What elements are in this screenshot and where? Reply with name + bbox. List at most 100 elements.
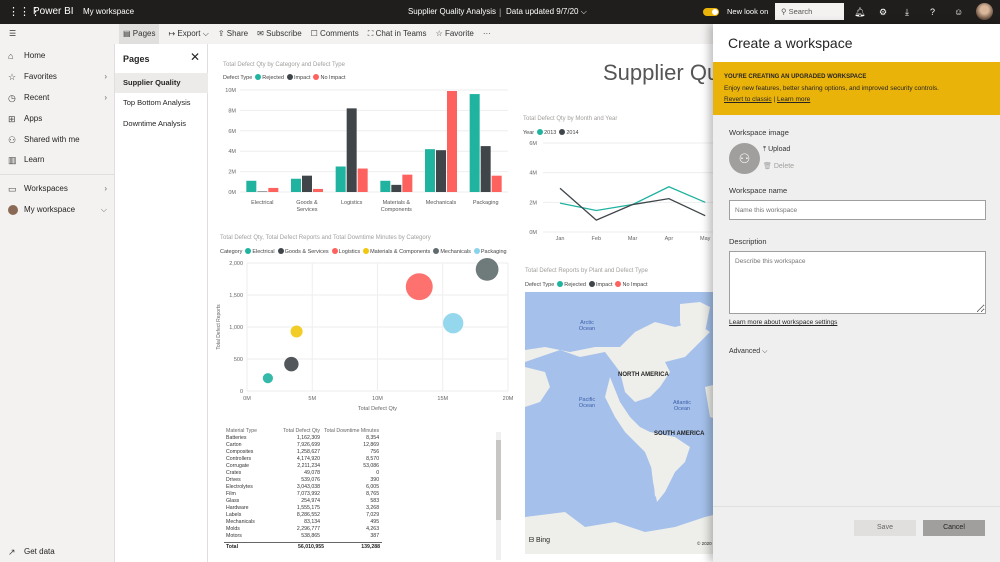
bubble-packaging [443,312,464,334]
table-row[interactable]: Motors 538,865 387 [224,533,381,540]
material-table-grid: Material Type Total Defect Qty Total Downt… [224,428,381,540]
workspace-settings-link[interactable]: Learn more about workspace settings [729,319,838,326]
table-cell: Controllers [226,456,252,462]
advanced-toggle[interactable]: Advanced ⌵ [729,348,767,356]
table-row[interactable]: Composites 1,258,627 756 [224,449,381,456]
table-row[interactable]: Carton 7,926,699 12,869 [224,442,381,449]
nav-item-favorites[interactable]: ☆ Favorites › [0,67,115,87]
nav-item-apps[interactable]: ⊞ Apps [0,109,115,129]
table-cell: Hardware [226,505,249,511]
x-tick-label: 20M [503,396,514,402]
app-launcher-icon[interactable]: ⋮⋮⋮ [8,6,41,18]
save-button[interactable]: Save [854,520,916,536]
panel-footer-divider [713,506,1000,507]
y-tick-label: 2M [228,170,236,176]
y-axis-title: Total Defect Reports [216,304,222,350]
nav-item-my-workspace[interactable]: My workspace ⌵ [0,200,115,220]
pages-button[interactable]: ▤ Pages [119,24,160,44]
book-icon: ▥ [8,155,17,165]
x-tick-label: Jan [556,236,565,242]
page-tab-supplier-quality[interactable]: Supplier Quality [115,73,208,93]
column-header[interactable]: Material Type [226,428,258,434]
bar-rejected [469,94,480,192]
search-placeholder: Search [788,7,813,16]
table-row[interactable]: Batteries 1,162,309 8,354 [224,435,381,442]
nav-item-recent[interactable]: ◷ Recent › [0,88,115,108]
material-table[interactable]: Material Type Total Defect Qty Total Downt… [224,428,506,562]
map-visual[interactable]: Arctic Ocean Pacific Ocean Atlantic Ocea… [525,292,725,554]
chat-in-teams-button[interactable]: ⛶ Chat in Teams [367,29,427,38]
workspace-name-input[interactable] [729,200,986,220]
favorite-button[interactable]: ☆ Favorite [435,29,474,38]
table-cell: 2,296,777 [296,526,320,532]
x-tick-label: Services [296,207,317,213]
notifications-icon[interactable]: 🔔︎ [854,7,866,17]
scatter-chart[interactable]: 0 500 1,000 1,500 2,000 0M 5M 10M 15M 20M Total De… [208,256,518,416]
breadcrumb-workspace[interactable]: My workspace [83,7,135,16]
table-row[interactable]: Mechanicals 83,134 495 [224,519,381,526]
nav-label: Recent [24,93,50,102]
scrollbar-thumb[interactable] [496,440,501,520]
column-header[interactable]: Total Defect Qty [283,428,320,434]
table-row[interactable]: Corrugate 2,211,234 53,086 [224,463,381,470]
close-icon[interactable]: ✕ [190,50,201,64]
revert-to-classic-link[interactable]: Revert to classic [724,96,772,103]
table-row[interactable]: Labels 8,286,552 7,029 [224,512,381,519]
column-header[interactable]: Total Downtime Minutes [324,428,380,434]
get-data-button[interactable]: ↗ Get data [0,542,115,562]
comments-button[interactable]: ☐ Comments [310,29,359,38]
line-chart[interactable]: 0M 2M 4M 6M Jan Feb Mar Apr May [513,134,733,244]
table-row[interactable]: Electrolytes 3,043,038 6,005 [224,484,381,491]
page-tab-downtime-analysis[interactable]: Downtime Analysis [123,119,186,128]
left-navigation: ⌂ Home ☆ Favorites › ◷ Recent › ⊞ Apps ⚇ Shared… [0,44,115,562]
feedback-smiley-icon[interactable]: ☺ [954,7,964,17]
collapse-nav-icon[interactable]: ☰ [9,29,17,38]
x-tick-label: 0M [243,396,251,402]
table-row[interactable]: Film 7,073,992 8,765 [224,491,381,498]
nav-item-workspaces[interactable]: ▭ Workspaces › [0,179,115,199]
cancel-button[interactable]: Cancel [923,520,985,536]
bar-no-impact [402,174,413,192]
learn-more-link[interactable]: Learn more [777,96,811,103]
upload-button[interactable]: ⤒ Upload [763,146,790,154]
y-tick-label: 0M [228,190,236,196]
share-button[interactable]: ⇪ Share [217,29,249,38]
bing-icon: ᗷ [529,537,535,544]
table-row[interactable]: Crates 49,078 0 [224,470,381,477]
table-cell: Glass [226,498,240,504]
table-cell: Film [226,491,236,497]
table-row[interactable]: Controllers 4,174,920 8,570 [224,456,381,463]
description-textarea[interactable] [729,251,986,314]
search-box[interactable]: ⚲ Search [775,3,844,20]
table-row[interactable]: Glass 254,974 583 [224,498,381,505]
page-tab-top-bottom-analysis[interactable]: Top Bottom Analysis [123,98,191,107]
y-tick-label: 4M [228,149,236,155]
settings-gear-icon[interactable]: ⚙ [879,7,888,17]
subscribe-button[interactable]: ✉ Subscribe [257,29,302,38]
chevron-right-icon: › [104,72,107,81]
y-tick-label: 2M [529,200,537,206]
download-icon[interactable]: ⤓ [905,7,909,17]
bar-chart[interactable]: 0M 2M 4M 6M 8M 10M Electrical Goods &Services Lo… [208,82,513,222]
legend-label: Impact [293,75,311,81]
nav-item-learn[interactable]: ▥ Learn [0,150,115,170]
help-icon[interactable]: ? [930,7,936,17]
data-updated-dropdown[interactable]: Data updated 9/7/20 ⌵ [506,0,587,24]
nav-label: My workspace [24,205,76,214]
nav-item-home[interactable]: ⌂ Home [0,46,115,66]
delete-button[interactable]: 🗑︎ Delete [763,162,794,170]
new-look-toggle[interactable] [703,8,719,16]
table-cell: 8,286,552 [296,512,320,518]
more-options-button[interactable]: ··· [482,29,491,38]
table-scrollbar[interactable] [496,432,501,560]
export-button[interactable]: ↦ Export ⌵ [168,29,209,38]
table-cell: 8,570 [366,456,380,462]
nav-item-shared-with-me[interactable]: ⚇ Shared with me [0,130,115,150]
table-row[interactable]: Molds 2,296,777 4,263 [224,526,381,533]
user-avatar[interactable] [976,3,993,20]
table-row[interactable]: Hardware 1,555,175 3,268 [224,505,381,512]
share-label: Share [226,29,249,38]
app-name[interactable]: Power BI [33,6,74,17]
bar-impact [436,150,446,192]
table-row[interactable]: Drives 539,076 390 [224,477,381,484]
